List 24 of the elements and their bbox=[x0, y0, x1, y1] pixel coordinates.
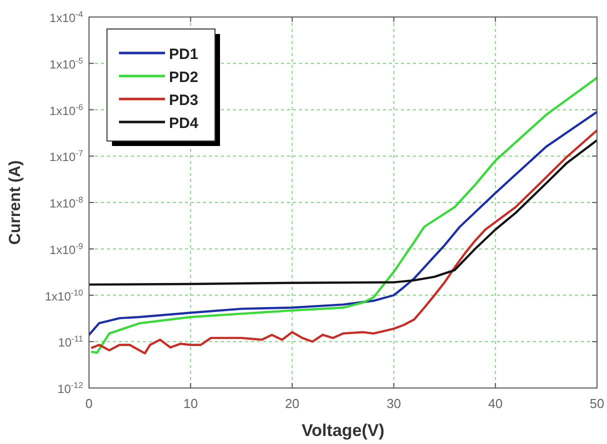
y-tick-label: 1x10$^{-5}$ bbox=[50, 55, 84, 72]
legend-label: PD4 bbox=[169, 115, 199, 132]
x-tick-label: 0 bbox=[85, 396, 93, 411]
line-series bbox=[90, 129, 597, 354]
x-tick-label: 50 bbox=[590, 396, 604, 411]
y-tick-label: 1x10$^{-6}$ bbox=[50, 102, 84, 118]
x-tick-label: 10 bbox=[183, 396, 198, 411]
line-series bbox=[89, 139, 597, 286]
y-tick-label: 10$^{-12}$ bbox=[58, 380, 84, 396]
x-tick-label: 20 bbox=[284, 396, 300, 411]
y-tick-label: 1x10$^{-4}$ bbox=[50, 9, 84, 25]
y-tick-label: 1x10$^{-7}$ bbox=[50, 148, 84, 164]
y-axis-title: Current (A) bbox=[7, 160, 24, 245]
y-tick-label: 1x10$^{-8}$ bbox=[50, 194, 84, 210]
legend-label: PD2 bbox=[169, 69, 198, 86]
y-tick-label: 10$^{-11}$ bbox=[58, 334, 84, 350]
y-tick-label: 1x10$^{-9}$ bbox=[50, 240, 84, 257]
legend-label: PD3 bbox=[169, 92, 198, 109]
line-series bbox=[89, 110, 597, 336]
legend-label: PD1 bbox=[169, 46, 198, 63]
x-tick-label: 40 bbox=[488, 396, 503, 411]
y-tick-label: 1x10$^{-10}$ bbox=[44, 287, 84, 304]
x-tick-label: 30 bbox=[386, 396, 402, 411]
x-axis-title: Voltage(V) bbox=[302, 421, 384, 440]
